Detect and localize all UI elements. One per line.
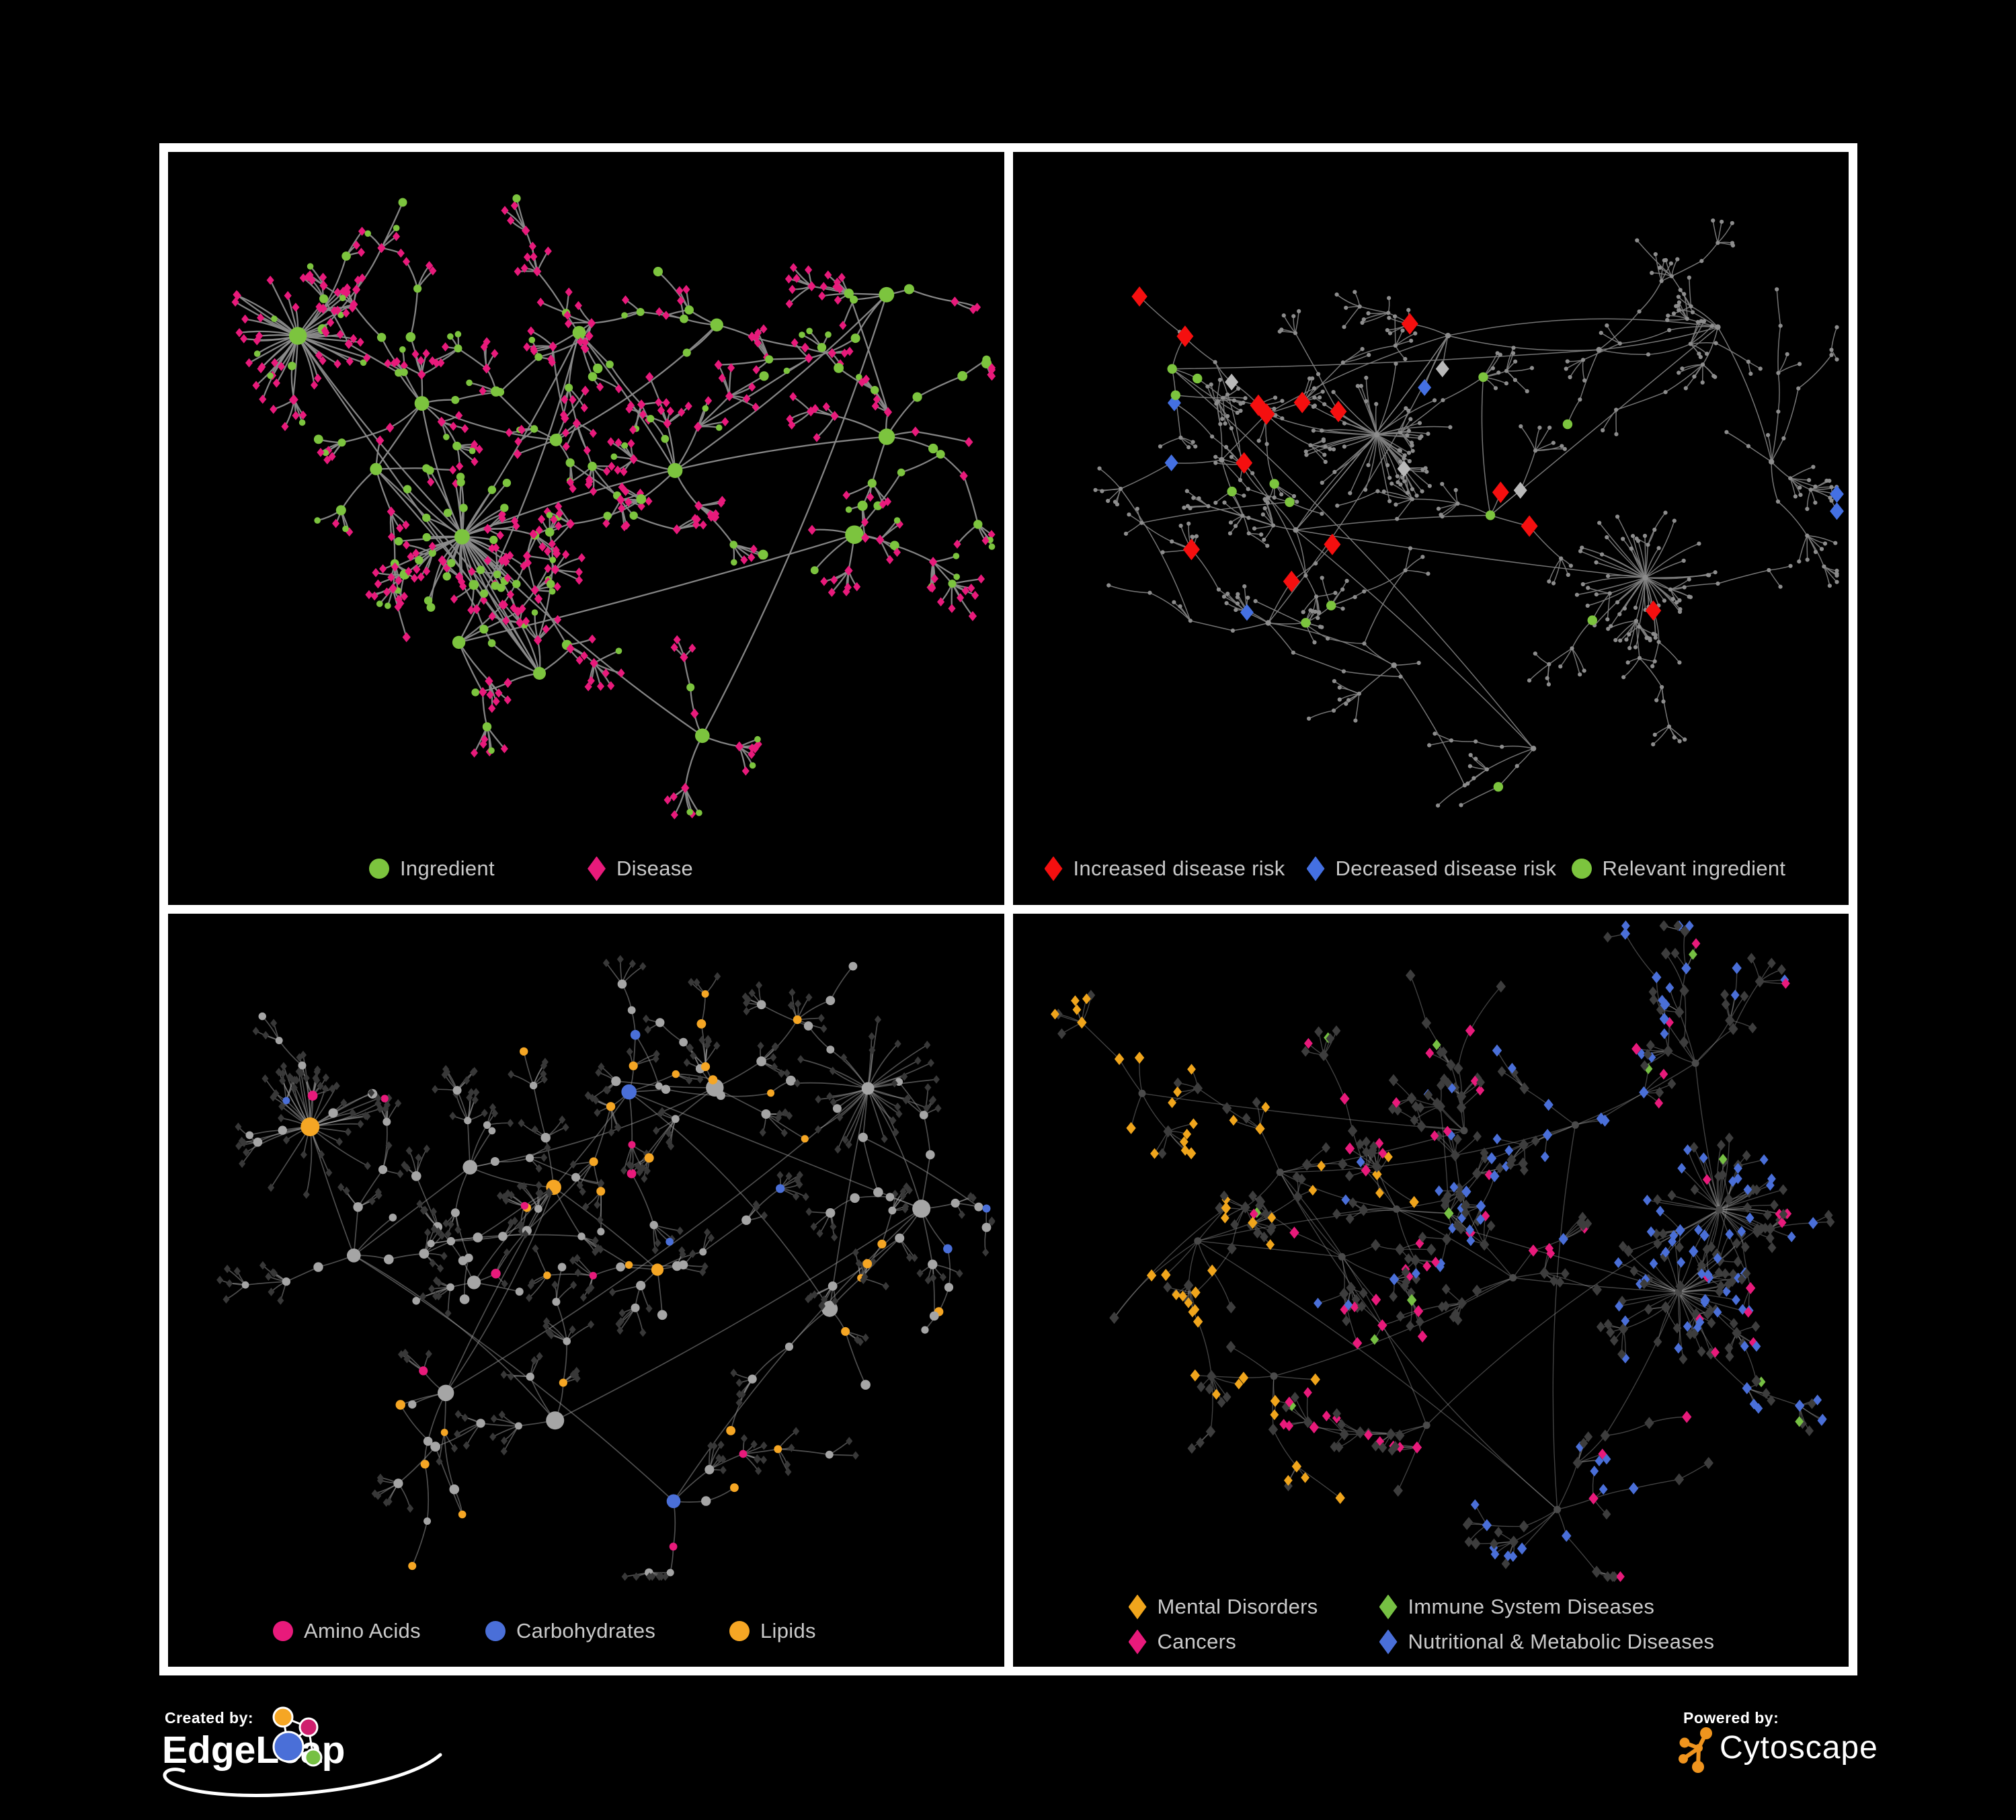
- legend-label: Mental Disorders: [1157, 1595, 1318, 1618]
- network-nodes: [216, 955, 996, 1581]
- cytoscape-wordmark: Cytoscape: [1720, 1730, 1878, 1766]
- edgeleap-network-icon: [272, 1706, 323, 1767]
- cytoscape-network-icon: [1679, 1727, 1712, 1773]
- network-nodes: [1092, 218, 1839, 808]
- powered-by-label: Powered by:: [1683, 1709, 1779, 1727]
- legend-item-increased-disease-risk: Increased disease risk: [1044, 856, 1285, 881]
- legend-disease-classes: Mental Disorders Immune System Diseases Ca…: [1013, 1586, 1849, 1667]
- legend-item-decreased-disease-risk: Decreased disease risk: [1306, 856, 1557, 881]
- network-disease-risk: [1092, 218, 1844, 808]
- legend-label: Cancers: [1157, 1630, 1237, 1653]
- legend-swatch-circle: [729, 1621, 750, 1641]
- edgeleap-logo: Created by: EdgeLeap: [159, 1706, 469, 1802]
- legend-label: Disease: [616, 857, 694, 880]
- legend-item-ingredient: Ingredient: [369, 856, 495, 881]
- legend-swatch-circle: [1571, 859, 1592, 879]
- network-edges: [1054, 925, 1831, 1577]
- legend-disease-risk: Increased disease risk Decreased disease …: [1013, 824, 1849, 905]
- legend-label: Increased disease risk: [1073, 857, 1285, 880]
- swoosh-curve: [163, 1753, 442, 1797]
- legend-swatch-circle: [369, 859, 389, 879]
- network-nutrient-classes: [216, 955, 996, 1581]
- legend-item-relevant-ingredient: Relevant ingredient: [1571, 856, 1786, 881]
- legend-item-amino-acids: Amino Acids: [273, 1618, 421, 1644]
- network-ingredient-disease: [231, 194, 996, 820]
- legend-label: Decreased disease risk: [1335, 857, 1557, 880]
- legend-label: Amino Acids: [304, 1619, 421, 1643]
- legend-item-mental-disorders: Mental Disorders: [1128, 1594, 1318, 1620]
- legend-ingredient-disease: Ingredient Disease: [168, 824, 1004, 905]
- legend-swatch-circle: [485, 1621, 506, 1641]
- legend-swatch-diamond: [1128, 1629, 1147, 1655]
- cytoscape-logo: Powered by: Cytoscape: [1672, 1708, 1878, 1788]
- legend-label: Relevant ingredient: [1602, 857, 1786, 880]
- legend-swatch-diamond: [1379, 1629, 1398, 1655]
- network-nodes: [231, 194, 996, 820]
- legend-label: Immune System Diseases: [1408, 1595, 1655, 1618]
- figure-grid: Ingredient Disease Increased disease risk…: [159, 143, 1857, 1675]
- legend-label: Carbohydrates: [516, 1619, 656, 1643]
- network-highlight-nodes: [1131, 286, 1844, 792]
- created-by-label: Created by:: [165, 1709, 254, 1727]
- network-edges: [1094, 220, 1837, 806]
- legend-item-disease: Disease: [588, 856, 693, 881]
- legend-item-immune-system-diseases: Immune System Diseases: [1379, 1594, 1655, 1620]
- legend-swatch-diamond: [1306, 856, 1325, 881]
- legend-item-lipids: Lipids: [729, 1618, 816, 1644]
- legend-item-nutritional-metabolic-diseases: Nutritional & Metabolic Diseases: [1379, 1629, 1715, 1655]
- legend-swatch-circle: [273, 1621, 293, 1641]
- legend-item-cancers: Cancers: [1128, 1629, 1237, 1655]
- legend-swatch-diamond: [1044, 856, 1063, 881]
- legend-swatch-diamond: [1128, 1594, 1147, 1620]
- legend-nutrient-classes: Amino Acids Carbohydrates Lipids: [168, 1586, 1004, 1667]
- panel-disease-classes: Mental Disorders Immune System Diseases Ca…: [1012, 914, 1849, 1667]
- network-edges: [219, 958, 993, 1577]
- legend-label: Ingredient: [400, 857, 495, 880]
- panel-ingredient-disease: Ingredient Disease: [168, 152, 1004, 905]
- legend-label: Lipids: [760, 1619, 816, 1643]
- panel-nutrient-classes: Amino Acids Carbohydrates Lipids: [168, 914, 1004, 1667]
- legend-swatch-diamond: [588, 856, 606, 881]
- legend-swatch-diamond: [1379, 1594, 1398, 1620]
- panel-disease-risk: Increased disease risk Decreased disease …: [1012, 152, 1849, 905]
- network-disease-classes: [1050, 920, 1834, 1582]
- network-nodes: [1050, 920, 1834, 1582]
- legend-label: Nutritional & Metabolic Diseases: [1408, 1630, 1715, 1653]
- legend-item-carbohydrates: Carbohydrates: [485, 1618, 655, 1644]
